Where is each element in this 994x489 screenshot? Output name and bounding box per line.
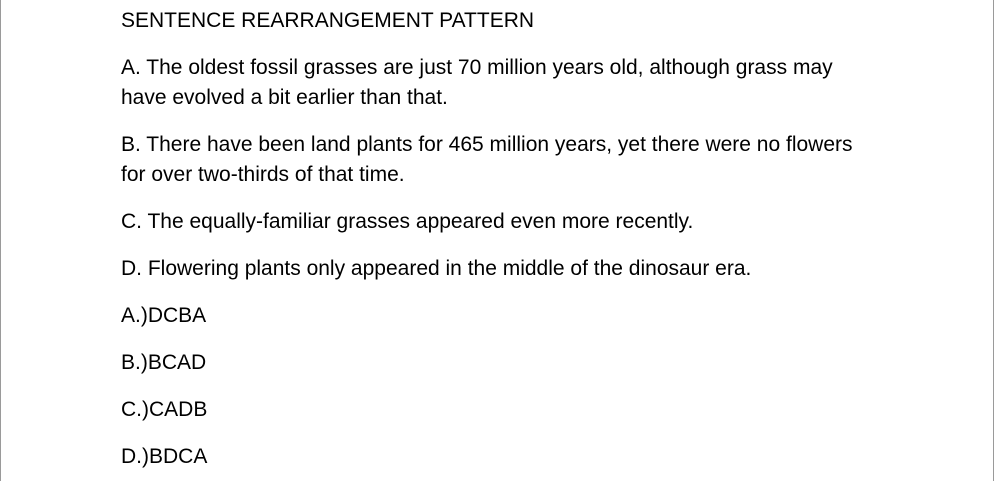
sentence-a: A. The oldest fossil grasses are just 70… xyxy=(121,56,833,109)
answer-option-a[interactable]: A.)DCBA xyxy=(121,304,207,327)
answer-option-d[interactable]: D.)BDCA xyxy=(121,445,208,468)
sentence-c: C. The equally-familiar grasses appeared… xyxy=(121,210,694,233)
sentence-d: D. Flowering plants only appeared in the… xyxy=(121,257,752,280)
question-title: SENTENCE REARRANGEMENT PATTERN xyxy=(121,9,535,32)
question-content: SENTENCE REARRANGEMENT PATTERN A. The ol… xyxy=(121,6,881,489)
sentence-b: B. There have been land plants for 465 m… xyxy=(121,133,853,186)
answer-option-c[interactable]: C.)CADB xyxy=(121,398,208,421)
answer-option-b[interactable]: B.)BCAD xyxy=(121,351,207,374)
